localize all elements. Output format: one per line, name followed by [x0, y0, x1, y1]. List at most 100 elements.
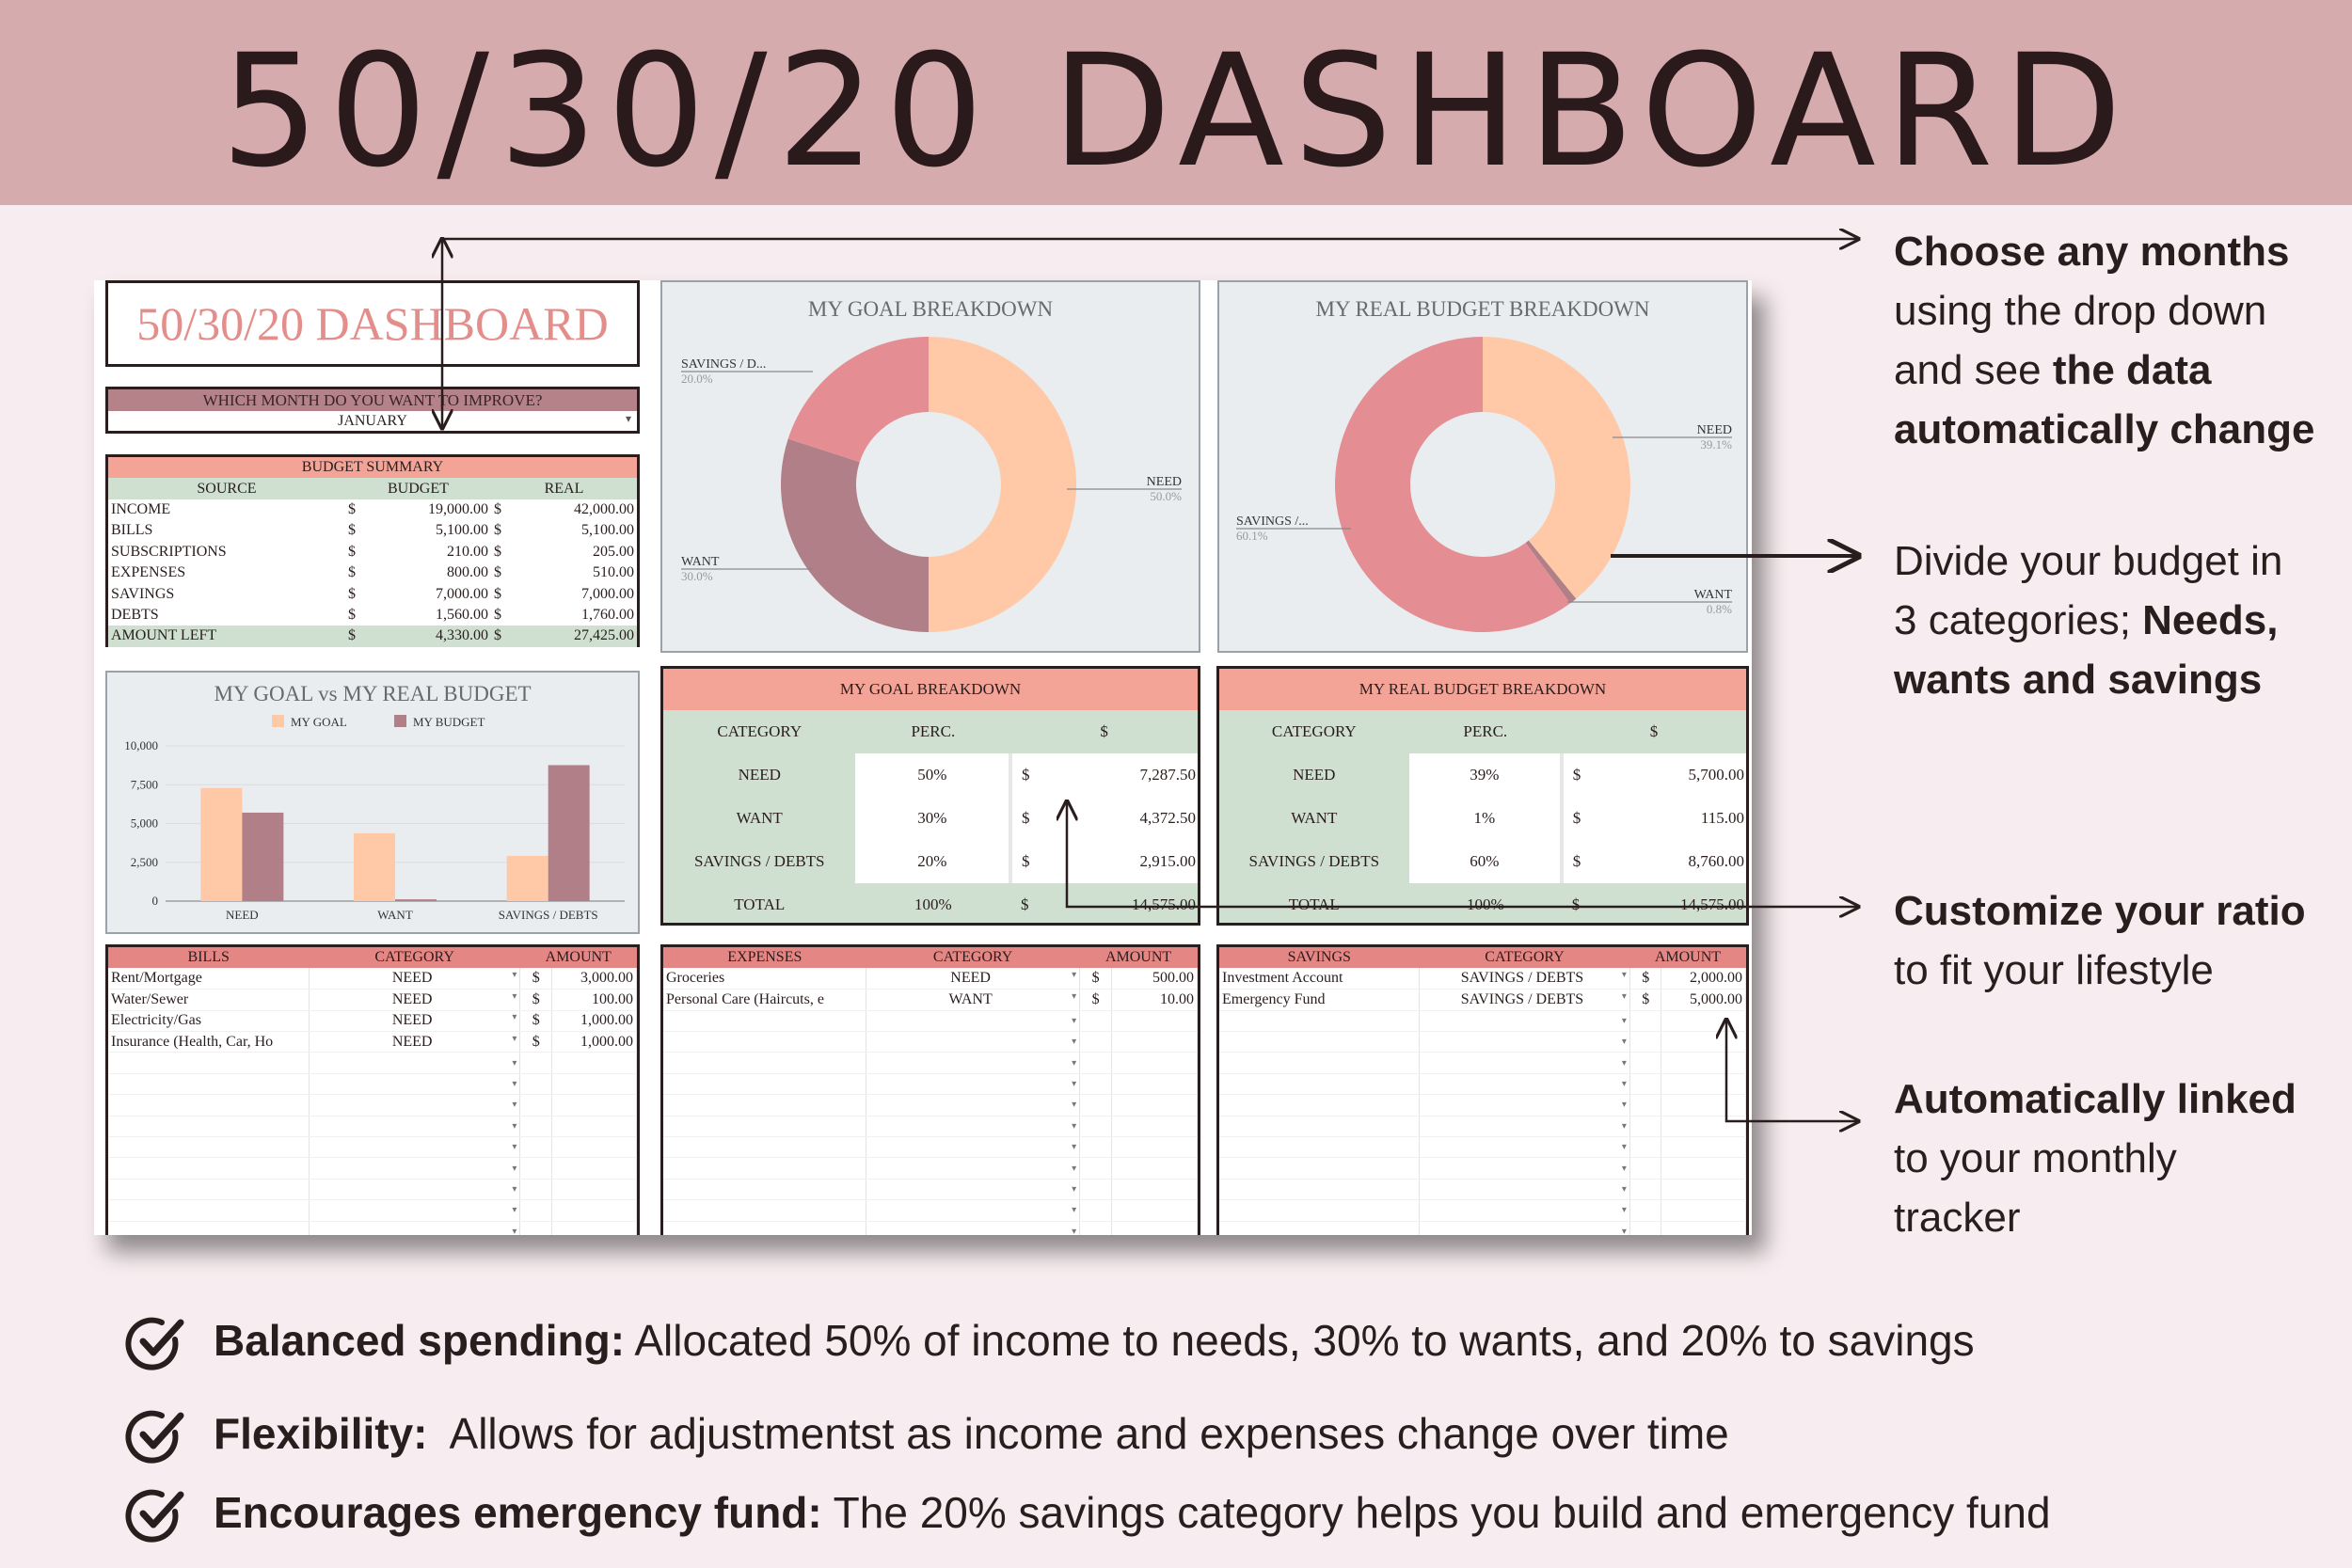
list-item-name[interactable]: [1219, 1179, 1421, 1201]
list-item-amount[interactable]: [1661, 1221, 1746, 1235]
chevron-down-icon[interactable]: ▾: [1072, 1015, 1077, 1026]
chevron-down-icon[interactable]: ▾: [1072, 1100, 1077, 1111]
list-item-amount[interactable]: [1111, 1031, 1198, 1053]
list-item-category-dropdown[interactable]: NEED ▾: [309, 968, 521, 990]
list-item-name[interactable]: [663, 1199, 867, 1222]
list-item-category-dropdown[interactable]: NEED ▾: [866, 968, 1081, 990]
list-item-category-dropdown[interactable]: ▾: [1419, 1157, 1630, 1180]
chevron-down-icon[interactable]: ▾: [1072, 1163, 1077, 1174]
list-item-amount[interactable]: [551, 1221, 637, 1235]
list-item-amount[interactable]: [1111, 1073, 1198, 1096]
list-item-name[interactable]: Personal Care (Haircuts, e: [663, 989, 867, 1011]
chevron-down-icon[interactable]: ▾: [1621, 1163, 1627, 1174]
chevron-down-icon[interactable]: ▾: [1621, 1226, 1627, 1235]
chevron-down-icon[interactable]: ▾: [1621, 1079, 1627, 1090]
list-item-name[interactable]: [663, 1179, 867, 1201]
list-item-name[interactable]: [108, 1179, 310, 1201]
chevron-down-icon[interactable]: ▾: [1621, 1142, 1627, 1153]
list-item-category-dropdown[interactable]: ▾: [866, 1094, 1081, 1117]
list-item-name[interactable]: [1219, 1157, 1421, 1180]
list-item-category-dropdown[interactable]: ▾: [1419, 1010, 1630, 1033]
chevron-down-icon[interactable]: ▾: [1621, 1205, 1627, 1216]
list-item-name[interactable]: Emergency Fund: [1219, 989, 1421, 1011]
chevron-down-icon[interactable]: ▾: [1072, 1205, 1077, 1216]
month-dropdown-value[interactable]: JANUARY: [338, 413, 407, 429]
list-item-name[interactable]: [663, 1052, 867, 1074]
chevron-down-icon[interactable]: ▾: [512, 1033, 517, 1044]
list-item-name[interactable]: Rent/Mortgage: [108, 968, 310, 990]
list-item-category-dropdown[interactable]: NEED ▾: [309, 1010, 521, 1033]
list-item-amount[interactable]: 100.00: [551, 989, 637, 1011]
breakdown-percent-input[interactable]: 50%: [855, 753, 1013, 797]
list-item-amount[interactable]: [551, 1052, 637, 1074]
list-item-category-dropdown[interactable]: ▾: [309, 1179, 521, 1201]
list-item-category-dropdown[interactable]: ▾: [866, 1199, 1081, 1222]
list-item-name[interactable]: Investment Account: [1219, 968, 1421, 990]
list-item-name[interactable]: [1219, 1010, 1421, 1033]
list-item-category-dropdown[interactable]: ▾: [309, 1157, 521, 1180]
list-item-name[interactable]: [1219, 1136, 1421, 1159]
chevron-down-icon[interactable]: ▾: [512, 1205, 517, 1216]
list-item-amount[interactable]: [1111, 1221, 1198, 1235]
list-item-name[interactable]: [108, 1094, 310, 1117]
chevron-down-icon[interactable]: ▾: [1621, 1015, 1627, 1026]
list-item-amount[interactable]: [1111, 1157, 1198, 1180]
list-item-name[interactable]: [663, 1221, 867, 1235]
list-item-amount[interactable]: [551, 1073, 637, 1096]
list-item-name[interactable]: [663, 1073, 867, 1096]
list-item-category-dropdown[interactable]: NEED ▾: [309, 989, 521, 1011]
chevron-down-icon[interactable]: ▾: [1621, 1100, 1627, 1111]
chevron-down-icon[interactable]: ▾: [1621, 1183, 1627, 1195]
list-item-amount[interactable]: [551, 1116, 637, 1138]
list-item-name[interactable]: Groceries: [663, 968, 867, 990]
list-item-category-dropdown[interactable]: ▾: [1419, 1052, 1630, 1074]
list-item-amount[interactable]: 500.00: [1111, 968, 1198, 990]
breakdown-percent-input[interactable]: 30%: [855, 797, 1013, 840]
list-item-category-dropdown[interactable]: ▾: [1419, 1199, 1630, 1222]
list-item-category-dropdown[interactable]: ▾: [1419, 1094, 1630, 1117]
list-item-category-dropdown[interactable]: ▾: [866, 1157, 1081, 1180]
chevron-down-icon[interactable]: ▾: [625, 412, 631, 425]
list-item-amount[interactable]: [1661, 1136, 1746, 1159]
list-item-category-dropdown[interactable]: ▾: [309, 1136, 521, 1159]
list-item-name[interactable]: [108, 1136, 310, 1159]
chevron-down-icon[interactable]: ▾: [1072, 1226, 1077, 1235]
list-item-amount[interactable]: [1111, 1199, 1198, 1222]
list-item-category-dropdown[interactable]: ▾: [866, 1073, 1081, 1096]
list-item-name[interactable]: [663, 1010, 867, 1033]
list-item-category-dropdown[interactable]: ▾: [866, 1010, 1081, 1033]
chevron-down-icon[interactable]: ▾: [512, 1226, 517, 1235]
list-item-category-dropdown[interactable]: ▾: [309, 1094, 521, 1117]
list-item-amount[interactable]: [551, 1199, 637, 1222]
list-item-name[interactable]: [1219, 1031, 1421, 1053]
chevron-down-icon[interactable]: ▾: [1621, 970, 1627, 981]
list-item-name[interactable]: [108, 1073, 310, 1096]
list-item-category-dropdown[interactable]: ▾: [309, 1052, 521, 1074]
list-item-amount[interactable]: [1111, 1052, 1198, 1074]
list-item-amount[interactable]: [1111, 1116, 1198, 1138]
chevron-down-icon[interactable]: ▾: [1072, 1142, 1077, 1153]
chevron-down-icon[interactable]: ▾: [512, 970, 517, 981]
list-item-category-dropdown[interactable]: ▾: [1419, 1031, 1630, 1053]
list-item-category-dropdown[interactable]: ▾: [866, 1031, 1081, 1053]
list-item-name[interactable]: [663, 1157, 867, 1180]
list-item-amount[interactable]: 2,000.00: [1661, 968, 1746, 990]
list-item-category-dropdown[interactable]: SAVINGS / DEBTS ▾: [1419, 968, 1630, 990]
chevron-down-icon[interactable]: ▾: [1621, 1037, 1627, 1048]
chevron-down-icon[interactable]: ▾: [1072, 990, 1077, 1002]
list-item-name[interactable]: Electricity/Gas: [108, 1010, 310, 1033]
list-item-name[interactable]: [1219, 1094, 1421, 1117]
chevron-down-icon[interactable]: ▾: [512, 1142, 517, 1153]
list-item-amount[interactable]: [1111, 1179, 1198, 1201]
chevron-down-icon[interactable]: ▾: [1621, 1057, 1627, 1069]
list-item-amount[interactable]: [1111, 1010, 1198, 1033]
list-item-amount[interactable]: [551, 1179, 637, 1201]
list-item-amount[interactable]: [551, 1094, 637, 1117]
list-item-amount[interactable]: [1661, 1179, 1746, 1201]
list-item-category-dropdown[interactable]: ▾: [866, 1136, 1081, 1159]
list-item-category-dropdown[interactable]: ▾: [309, 1199, 521, 1222]
chevron-down-icon[interactable]: ▾: [512, 1057, 517, 1069]
list-item-category-dropdown[interactable]: ▾: [866, 1179, 1081, 1201]
list-item-category-dropdown[interactable]: ▾: [1419, 1221, 1630, 1235]
list-item-amount[interactable]: 5,000.00: [1661, 989, 1746, 1011]
